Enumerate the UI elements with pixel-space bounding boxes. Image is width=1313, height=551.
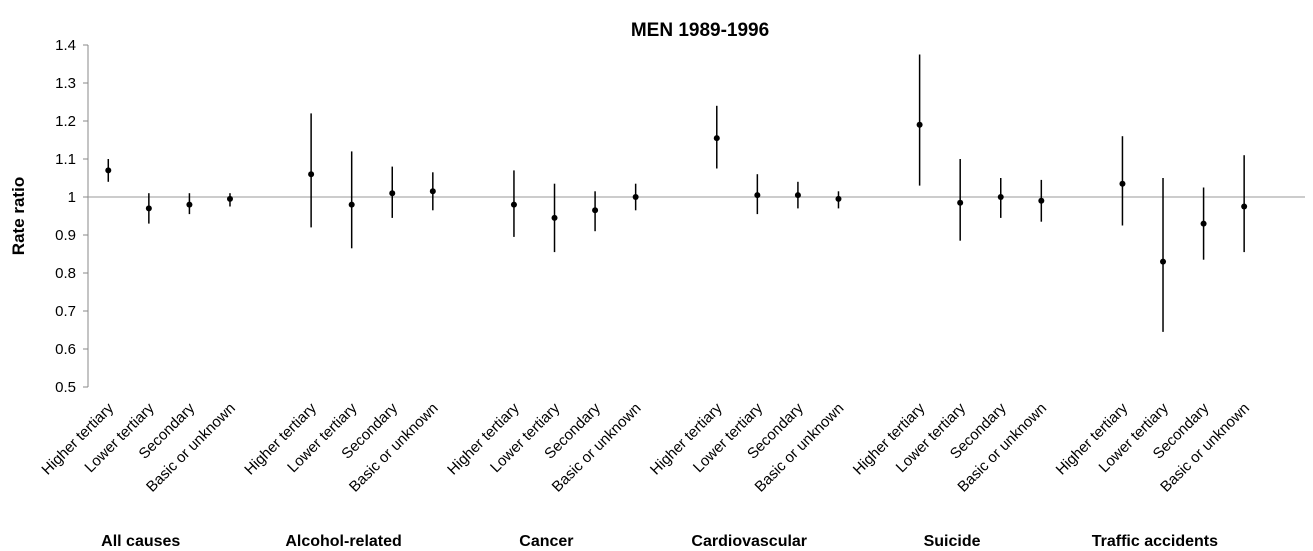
y-tick-label: 1.3	[55, 75, 76, 92]
point	[713, 135, 720, 142]
y-tick-label: 0.5	[55, 379, 76, 396]
point	[957, 199, 964, 206]
point	[551, 214, 558, 221]
point	[754, 192, 761, 199]
point	[348, 201, 355, 208]
y-tick-label: 0.9	[55, 227, 76, 244]
point	[186, 201, 193, 208]
point	[592, 207, 599, 214]
point	[1119, 180, 1126, 187]
point	[632, 194, 639, 200]
y-tick-label: 0.8	[55, 265, 76, 282]
y-tick-label: 0.7	[55, 303, 76, 320]
point	[1038, 197, 1045, 204]
point	[308, 171, 315, 178]
group-label: Cardiovascular	[691, 533, 807, 550]
point	[429, 188, 436, 195]
point	[105, 167, 112, 174]
point	[835, 195, 842, 202]
y-tick-label: 0.6	[55, 341, 76, 358]
point	[1241, 203, 1248, 210]
point	[794, 192, 801, 199]
point	[1160, 258, 1167, 265]
y-tick-label: 1.1	[55, 151, 76, 168]
point	[389, 190, 396, 197]
point	[145, 205, 152, 212]
group-label: Suicide	[924, 533, 981, 550]
point	[916, 121, 923, 128]
point	[1200, 220, 1207, 227]
point	[510, 201, 517, 208]
y-tick-label: 1.4	[55, 37, 76, 54]
point	[997, 194, 1004, 200]
y-axis-label: Rate ratio	[9, 177, 28, 255]
group-label: All causes	[101, 533, 180, 550]
point	[226, 195, 233, 202]
group-label: Traffic accidents	[1092, 533, 1218, 550]
y-tick-label: 1.2	[55, 113, 76, 130]
y-tick-label: 1	[68, 189, 76, 206]
group-label: Alcohol-related	[285, 533, 401, 550]
group-label: Cancer	[519, 533, 573, 550]
chart-title: MEN 1989-1996	[631, 20, 769, 41]
